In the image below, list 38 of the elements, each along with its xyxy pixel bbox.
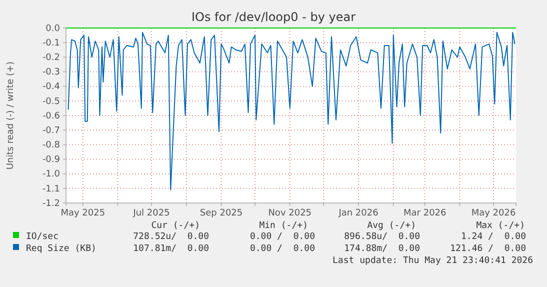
text: Cur (-/+) bbox=[151, 221, 200, 231]
y-tick-label: -1.2 bbox=[42, 198, 60, 209]
x-tick-label: Jul 2025 bbox=[132, 208, 170, 218]
text: 0.00 / 0.00 bbox=[250, 244, 315, 254]
y-tick-label: -1.0 bbox=[42, 170, 60, 180]
text: 0.00 / 0.00 bbox=[250, 232, 315, 242]
y-tick-label: -0.5 bbox=[42, 96, 60, 107]
y-axis-title: Units read (-) / write (+) bbox=[6, 61, 16, 170]
x-tick-label: Sep 2025 bbox=[200, 208, 243, 218]
text: Avg (-/+) bbox=[367, 221, 416, 231]
y-tick-label: -0.7 bbox=[42, 126, 60, 136]
x-tick-label: May 2025 bbox=[60, 208, 106, 218]
text: 174.88m/ 0.00 bbox=[344, 244, 420, 254]
text: 121.46 / 0.00 bbox=[450, 244, 526, 254]
x-tick-label: Jan 2026 bbox=[338, 208, 379, 218]
y-tick-label: -0.1 bbox=[42, 38, 60, 48]
y-tick-label: 0.0 bbox=[46, 24, 60, 34]
text: Min (-/+) bbox=[259, 221, 308, 231]
text: Max (-/+) bbox=[476, 221, 525, 231]
text: 728.52u/ 0.00 bbox=[133, 232, 209, 242]
y-tick-label: -0.9 bbox=[42, 155, 60, 166]
chart-title: IOs for /dev/loop0 - by year bbox=[191, 10, 356, 24]
x-tick-label: Mar 2026 bbox=[404, 208, 447, 218]
y-tick-label: -0.3 bbox=[42, 68, 60, 78]
y-tick-label: -0.4 bbox=[42, 82, 60, 92]
y-tick-label: -0.2 bbox=[42, 53, 60, 64]
y-tick-label: -1.1 bbox=[42, 184, 60, 194]
y-tick-label: -0.6 bbox=[42, 111, 60, 122]
x-tick-label: Nov 2025 bbox=[268, 208, 312, 218]
line-series bbox=[68, 32, 516, 190]
text: 896.58u/ 0.00 bbox=[344, 232, 420, 242]
text: Last update: Thu May 21 23:40:41 2026 bbox=[332, 256, 533, 266]
legend-label: Req Size (KB) bbox=[26, 244, 96, 254]
y-tick-label: -0.8 bbox=[42, 140, 60, 151]
text: 1.24 / 0.00 bbox=[460, 232, 526, 242]
legend-label: IO/sec bbox=[26, 232, 59, 242]
text: 107.81m/ 0.00 bbox=[133, 244, 209, 254]
x-tick-label: May 2026 bbox=[471, 208, 516, 218]
